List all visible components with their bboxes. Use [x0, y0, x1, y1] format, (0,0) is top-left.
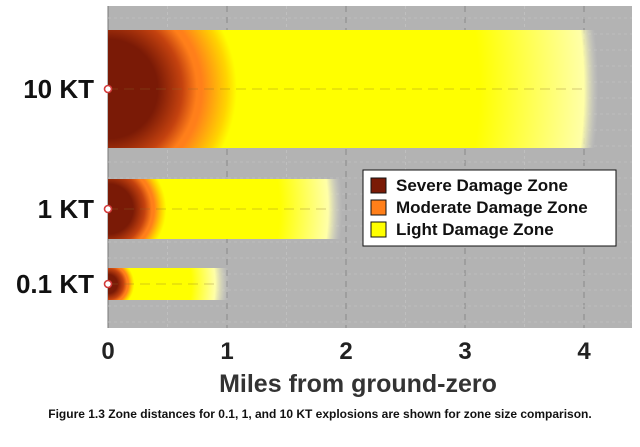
- ground-zero-marker: [103, 279, 113, 289]
- x-axis-ticks: 0 1 2 3 4: [101, 338, 591, 365]
- legend-label-moderate-damage-zone: Moderate Damage Zone: [396, 198, 588, 217]
- bar-1-kt: [108, 179, 343, 239]
- x-tick-label: 1: [220, 338, 233, 365]
- legend: Severe Damage Zone Moderate Damage Zone Li…: [362, 169, 617, 247]
- y-label-10-kt: 10 KT: [23, 74, 94, 104]
- figure-caption: Figure 1.3 Zone distances for 0.1, 1, an…: [48, 407, 592, 421]
- y-axis-labels: 10 KT 1 KT 0.1 KT: [16, 74, 94, 299]
- ground-zero-marker: [103, 84, 113, 94]
- bar-0-1-kt: [108, 268, 230, 300]
- y-label-0-1-kt: 0.1 KT: [16, 269, 94, 299]
- ground-zero-marker: [103, 204, 113, 214]
- bars: [103, 30, 599, 300]
- legend-box: [362, 169, 617, 247]
- x-tick-label: 3: [458, 338, 471, 365]
- chart: 10 KT 1 KT 0.1 KT 0 1 2 3 4 Miles from ground-…: [15, 6, 632, 398]
- x-tick-label: 0: [101, 338, 114, 365]
- x-axis-label: Miles from ground-zero: [219, 370, 497, 398]
- y-label-1-kt: 1 KT: [38, 194, 94, 224]
- legend-swatch-severe-damage-zone: [370, 177, 387, 194]
- legend-swatch-moderate-damage-zone: [370, 199, 387, 216]
- legend-label-severe-damage-zone: Severe Damage Zone: [396, 176, 568, 195]
- legend-swatch-light-damage-zone: [370, 221, 387, 238]
- x-tick-label: 2: [339, 338, 352, 365]
- legend-label-light-damage-zone: Light Damage Zone: [396, 220, 554, 239]
- bar-10-kt: [108, 30, 599, 148]
- x-tick-label: 4: [577, 338, 591, 365]
